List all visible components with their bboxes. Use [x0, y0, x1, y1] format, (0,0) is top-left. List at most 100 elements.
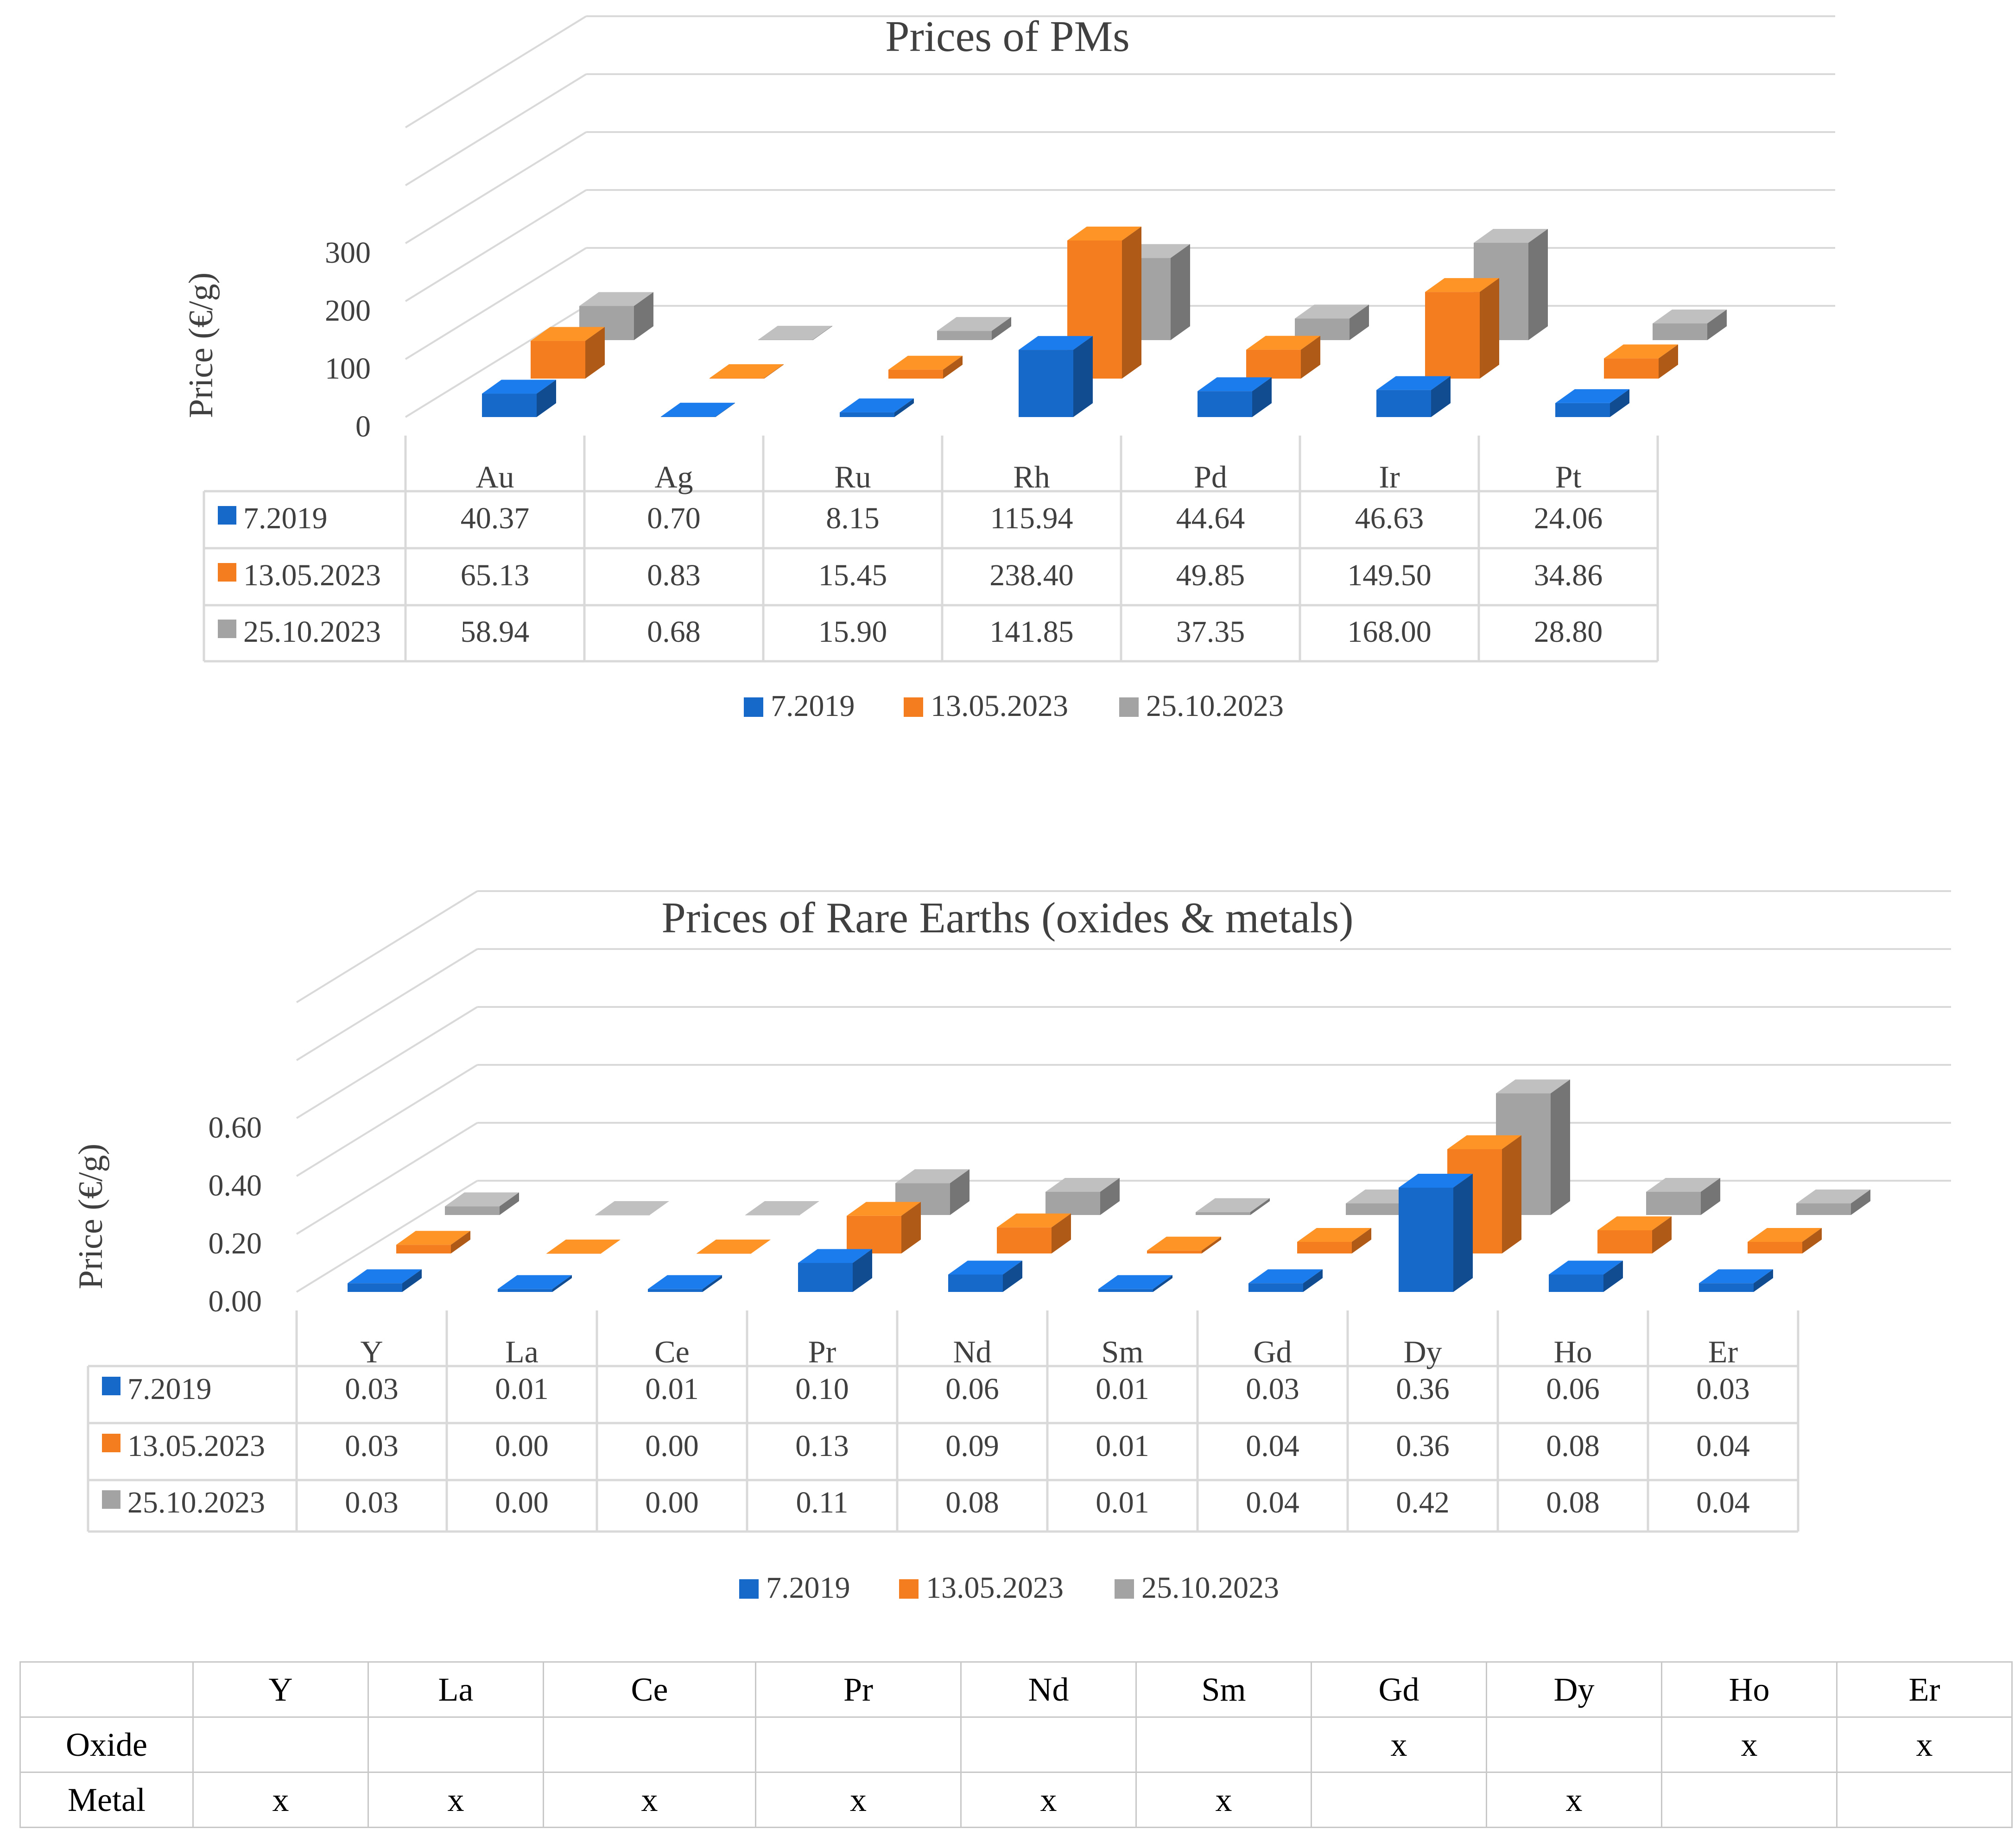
type-table-cell: x	[1311, 1716, 1487, 1773]
table-legend-key	[102, 1377, 120, 1395]
bar-7-2019-Pt	[1555, 389, 1629, 417]
table-value: 168.00	[1347, 615, 1432, 649]
table-value: 0.13	[795, 1429, 849, 1463]
legend-key	[904, 697, 923, 717]
bar-25-10-2023-Au	[579, 292, 653, 340]
gridline-side	[296, 948, 478, 1061]
type-table-cell: x	[543, 1772, 756, 1828]
legend-label: 25.10.2023	[1146, 689, 1284, 723]
x-category-label: Ir	[1379, 459, 1400, 494]
bar-7-2019-Nd	[948, 1260, 1022, 1292]
y-tick-label: 0.40	[209, 1169, 262, 1202]
bar-25-10-2023-Ho	[1646, 1178, 1720, 1215]
bar-7-2019-Ag	[661, 403, 735, 417]
x-category-label: Pd	[1194, 459, 1227, 494]
table-value: 0.03	[345, 1486, 399, 1519]
bar-7-2019-Pr	[798, 1249, 872, 1292]
type-table-header-row: Y La Ce Pr Nd Sm Gd Dy Ho Er	[19, 1661, 2013, 1718]
chart-2: Prices of Rare Earths (oxides & metals) 0…	[72, 890, 1951, 1605]
type-table-cell: x	[755, 1772, 962, 1828]
legend-key	[1115, 1579, 1134, 1599]
table-value: 49.85	[1176, 558, 1245, 592]
bar-7-2019-Rh	[1019, 336, 1093, 417]
table-value: 0.03	[1696, 1372, 1750, 1406]
legend-key	[899, 1579, 919, 1599]
table-series-name: 25.10.2023	[127, 1486, 265, 1519]
bar-7-2019-Dy	[1399, 1174, 1473, 1292]
table-value: 141.85	[989, 615, 1074, 649]
table-value: 0.42	[1396, 1486, 1450, 1519]
legend-label: 13.05.2023	[931, 689, 1068, 723]
table-value: 15.45	[818, 558, 887, 592]
x-category-label: Dy	[1403, 1334, 1442, 1369]
y-tick-label: 0.00	[209, 1285, 262, 1318]
x-category-label: Pt	[1555, 459, 1582, 494]
type-table-cell	[1486, 1716, 1662, 1773]
gridline-side	[296, 1064, 478, 1177]
x-category-label: Gd	[1253, 1334, 1292, 1369]
type-table-header-cell: Gd	[1311, 1661, 1487, 1718]
type-table-header-cell: Er	[1836, 1661, 2013, 1718]
type-table-header-cell: Sm	[1135, 1661, 1312, 1718]
table-series-name: 7.2019	[127, 1372, 212, 1406]
x-category-label: Ho	[1553, 1334, 1592, 1369]
type-table-cell	[1311, 1772, 1487, 1828]
legend-key	[739, 1579, 759, 1599]
table-series-name: 25.10.2023	[243, 615, 381, 649]
table-value: 0.00	[495, 1429, 549, 1463]
gridline-side	[405, 73, 587, 186]
type-table-corner	[19, 1661, 194, 1718]
bar-25-10-2023-Sm	[1196, 1198, 1270, 1215]
table-value: 0.11	[796, 1486, 848, 1519]
bar-13-05-2023-Ho	[1597, 1216, 1672, 1253]
type-table-cell: x	[192, 1772, 369, 1828]
bar-7-2019-Ru	[840, 398, 914, 417]
bar-13-05-2023-Gd	[1297, 1228, 1371, 1253]
type-table-cell: x	[1661, 1716, 1838, 1773]
chart-title: Prices of PMs	[885, 13, 1129, 61]
table-value: 0.01	[495, 1372, 549, 1406]
table-value: 0.00	[645, 1429, 699, 1463]
table-value: 0.01	[1096, 1486, 1149, 1519]
bar-25-10-2023-Y	[445, 1192, 519, 1215]
table-series-name: 13.05.2023	[127, 1429, 265, 1463]
x-category-label: Nd	[953, 1334, 991, 1369]
type-table-cell	[755, 1716, 962, 1773]
table-value: 0.08	[1546, 1486, 1600, 1519]
bar-25-10-2023-Nd	[1046, 1178, 1120, 1215]
table-value: 149.50	[1347, 558, 1432, 592]
type-table-row: Metal x x x x x x x	[19, 1772, 2013, 1828]
table-legend-key	[102, 1434, 120, 1452]
gridline-side	[296, 1006, 478, 1119]
legend-label: 7.2019	[766, 1571, 850, 1605]
bar-7-2019-Au	[482, 380, 556, 417]
bar-25-10-2023-Ag	[758, 326, 832, 340]
x-category-label: Ce	[654, 1334, 690, 1369]
chart-1: Prices of PMs 0 100 200 300 Price (€/g) Au Ag Ru…	[182, 13, 1835, 723]
bar-7-2019-Er	[1699, 1269, 1773, 1292]
legend-label: 25.10.2023	[1141, 1571, 1279, 1605]
legend-key	[744, 697, 763, 717]
table-value: 0.00	[645, 1486, 699, 1519]
bar-7-2019-Y	[348, 1269, 422, 1292]
y-tick-label: 0.60	[209, 1111, 262, 1145]
table-value: 58.94	[461, 615, 530, 649]
bar-7-2019-Sm	[1098, 1275, 1172, 1292]
table-value: 0.09	[945, 1429, 999, 1463]
bar-13-05-2023-La	[546, 1240, 621, 1254]
table-value: 0.04	[1246, 1486, 1299, 1519]
y-tick-label: 100	[325, 352, 371, 386]
y-axis-label: Price (€/g)	[182, 272, 220, 418]
type-table-header-cell: Y	[192, 1661, 369, 1718]
x-category-label: Au	[475, 459, 514, 494]
table-value: 0.10	[795, 1372, 849, 1406]
table-value: 0.36	[1396, 1372, 1450, 1406]
table-value: 0.03	[345, 1429, 399, 1463]
table-value: 24.06	[1534, 501, 1603, 535]
table-value: 0.00	[495, 1486, 549, 1519]
table-value: 37.35	[1176, 615, 1245, 649]
chart-title: Prices of Rare Earths (oxides & metals)	[661, 894, 1353, 942]
type-table-row: Oxide x x x	[19, 1716, 2013, 1773]
bar-13-05-2023-Pr	[847, 1202, 921, 1253]
bar-25-10-2023-Ce	[745, 1201, 819, 1215]
